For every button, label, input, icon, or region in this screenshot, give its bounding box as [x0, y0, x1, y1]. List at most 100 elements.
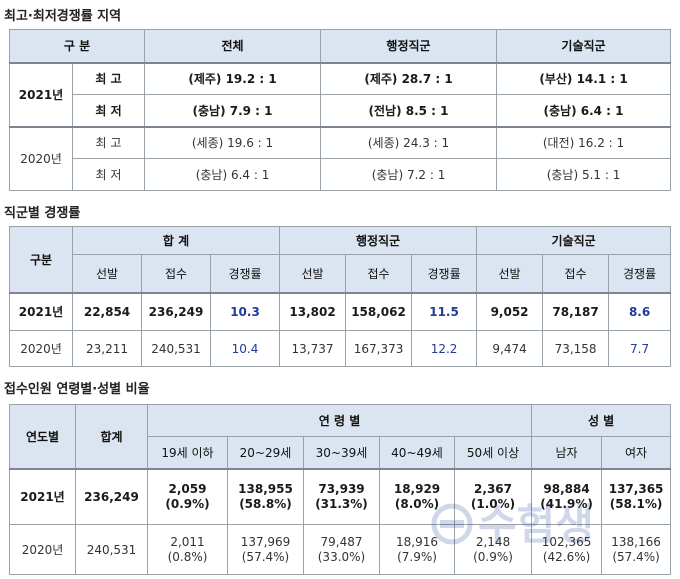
value-cell: 2,011 (0.8%) — [147, 524, 228, 575]
job-group-rate-table: 구분 합 계 행정직군 기술직군 선발 접수 경쟁률 선발 접수 경쟁률 선발 … — [9, 226, 672, 367]
value-cell: 22,854 — [72, 291, 142, 331]
label-cell: 최 저 — [71, 158, 146, 191]
value-cell: 78,187 — [542, 291, 610, 331]
count-text: 2,011 — [170, 534, 205, 549]
value-cell: 236,249 — [141, 291, 211, 331]
percent-text: (0.8%) — [167, 549, 208, 564]
year-cell: 2021년 — [9, 467, 76, 525]
count-text: 18,929 — [393, 481, 441, 496]
table-row: 2021년 22,854 236,249 10.3 13,802 158,062… — [9, 291, 672, 331]
count-text: 138,955 — [238, 481, 293, 496]
value-cell: 137,969 (57.4%) — [227, 524, 304, 575]
subheader-cell: 경쟁률 — [209, 254, 281, 293]
table-row: 2020년 240,531 2,011 (0.8%) 137,969 (57.4%)… — [9, 524, 672, 575]
subheader-cell: 40~49세 — [379, 436, 455, 469]
header-cell: 연도별 — [9, 404, 76, 469]
header-cell: 구분 — [9, 226, 73, 293]
rate-cell: 12.2 — [411, 330, 478, 367]
value-cell: 18,916 (7.9%) — [379, 524, 455, 575]
count-text: 2,059 — [168, 481, 207, 496]
value-cell: (전남) 8.5 : 1 — [320, 94, 498, 127]
header-cell: 합 계 — [71, 226, 281, 255]
table-subheader-row: 19세 이하 20~29세 30~39세 40~49세 50세 이상 남자 여자 — [10, 436, 672, 469]
year-cell: 2020년 — [9, 125, 73, 191]
value-cell: 138,166 (57.4%) — [601, 524, 672, 575]
value-cell: 9,474 — [476, 330, 544, 367]
value-cell: 23,211 — [72, 330, 142, 367]
value-cell: 2,148 (0.9%) — [453, 524, 533, 575]
value-cell: 240,531 — [141, 330, 211, 367]
subheader-cell: 선발 — [476, 254, 544, 293]
value-cell: 138,955 (58.8%) — [227, 467, 304, 525]
subheader-cell: 접수 — [542, 254, 610, 293]
count-text: 2,148 — [475, 534, 511, 549]
value-cell: (충남) 7.2 : 1 — [320, 158, 498, 191]
count-text: 79,487 — [320, 534, 363, 549]
header-cell: 합계 — [75, 404, 148, 469]
value-cell: (충남) 6.4 : 1 — [496, 94, 672, 127]
header-cell: 성 별 — [531, 404, 672, 437]
table-header-row: 구 분 전체 행정직군 기술직군 — [8, 29, 672, 63]
percent-text: (33.0%) — [317, 549, 366, 564]
count-text: 102,365 — [541, 534, 592, 549]
value-cell: (충남) 5.1 : 1 — [496, 158, 672, 191]
section-title-region: 최고·최저경쟁률 지역 — [4, 9, 122, 24]
percent-text: (8.0%) — [394, 496, 440, 511]
count-text: 18,916 — [396, 534, 438, 549]
value-cell: 13,802 — [279, 291, 347, 331]
count-text: 2,367 — [474, 481, 513, 496]
table-header-row: 구분 합 계 행정직군 기술직군 — [9, 226, 672, 293]
label-cell: 최 저 — [71, 94, 146, 127]
value-cell: 2,059 (0.9%) — [147, 467, 228, 525]
value-cell: 13,737 — [279, 330, 347, 367]
rate-cell: 8.6 — [608, 291, 672, 331]
value-cell: 18,929 (8.0%) — [379, 467, 455, 525]
value-cell: 167,373 — [345, 330, 413, 367]
header-cell: 기술직군 — [476, 226, 672, 255]
value-cell: 102,365 (42.6%) — [531, 524, 603, 575]
region-rate-table: 구 분 전체 행정직군 기술직군 2021년 최 고 (제주) 19.2 : 1… — [8, 29, 672, 191]
subheader-cell: 접수 — [345, 254, 413, 293]
total-cell: 240,531 — [75, 524, 148, 575]
value-cell: (부산) 14.1 : 1 — [496, 61, 672, 95]
table-row: 최 저 (충남) 7.9 : 1 (전남) 8.5 : 1 (충남) 6.4 :… — [10, 94, 672, 127]
count-text: 137,365 — [608, 481, 664, 496]
percent-text: (1.0%) — [470, 496, 516, 511]
header-cell: 구 분 — [8, 29, 146, 63]
value-cell: (충남) 7.9 : 1 — [144, 94, 322, 127]
label-cell: 최 고 — [71, 125, 146, 159]
age-gender-table: 연도별 합계 연 령 별 성 별 19세 이하 20~29세 30~39세 40… — [9, 404, 672, 575]
year-cell: 2020년 — [9, 330, 73, 367]
value-cell: 73,158 — [542, 330, 610, 367]
count-text: 137,969 — [240, 534, 291, 549]
rate-cell: 10.4 — [209, 330, 281, 367]
table-row: 2020년 최 고 (세종) 19.6 : 1 (세종) 24.3 : 1 (대… — [9, 125, 672, 191]
value-cell: (세종) 19.6 : 1 — [144, 125, 322, 159]
value-cell: (제주) 19.2 : 1 — [144, 61, 322, 95]
subheader-cell: 남자 — [531, 436, 603, 469]
percent-text: (42.6%) — [542, 549, 591, 564]
subheader-cell: 30~39세 — [303, 436, 380, 469]
subheader-cell: 19세 이하 — [147, 436, 228, 469]
rate-cell: 7.7 — [608, 330, 672, 367]
subheader-cell: 여자 — [601, 436, 672, 469]
value-cell: (충남) 6.4 : 1 — [144, 158, 322, 191]
subheader-cell: 접수 — [141, 254, 211, 293]
percent-text: (57.4%) — [241, 549, 290, 564]
percent-text: (41.9%) — [540, 496, 593, 511]
percent-text: (0.9%) — [473, 549, 513, 564]
count-text: 98,884 — [543, 481, 590, 496]
header-cell: 연 령 별 — [146, 404, 533, 437]
percent-text: (57.4%) — [612, 549, 660, 564]
subheader-cell: 경쟁률 — [411, 254, 478, 293]
year-cell: 2020년 — [9, 524, 76, 575]
table-row: 2020년 23,211 240,531 10.4 13,737 167,373… — [9, 330, 672, 367]
table-subheader-row: 선발 접수 경쟁률 선발 접수 경쟁률 선발 접수 경쟁률 — [10, 254, 672, 293]
section-title-age-gender: 접수인원 연령별·성별 비율 — [4, 382, 150, 397]
header-cell: 행정직군 — [279, 226, 478, 255]
value-cell: 73,939 (31.3%) — [303, 467, 380, 525]
value-cell: (대전) 16.2 : 1 — [496, 125, 672, 159]
label-cell: 최 고 — [71, 61, 146, 95]
subheader-cell: 선발 — [72, 254, 142, 293]
value-cell: 9,052 — [476, 291, 544, 331]
